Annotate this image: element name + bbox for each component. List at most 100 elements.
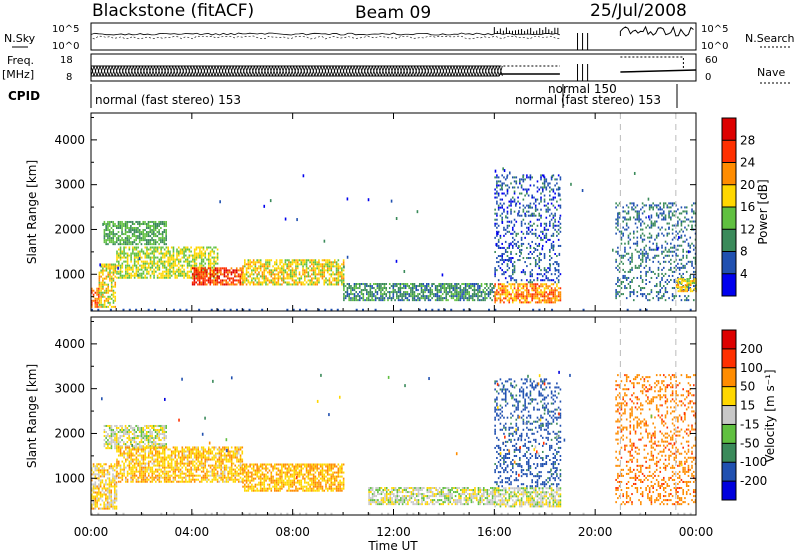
range-cell [198,281,201,284]
range-cell [116,464,118,467]
range-cell [170,254,173,257]
range-cell [176,252,178,255]
range-cell [624,276,626,279]
range-cell [272,281,274,284]
range-cell [110,281,113,284]
range-cell [161,426,164,429]
range-cell [531,281,533,284]
range-cell [383,283,386,286]
range-cell [533,250,535,253]
range-cell [185,246,187,249]
range-cell [314,281,317,284]
range-cell [223,269,226,272]
range-cell [316,265,318,268]
range-cell [216,248,219,251]
range-cell [155,262,157,265]
range-cell [107,220,109,223]
range-cell [121,454,124,457]
range-cell [199,266,201,269]
range-cell [92,473,95,476]
range-cell [302,267,304,270]
range-cell [341,275,343,278]
range-cell [307,273,310,276]
range-cell [213,258,215,261]
range-cell [671,299,674,302]
range-cell [232,283,235,286]
range-cell [103,507,105,510]
range-cell [149,224,152,228]
range-cell [101,465,104,468]
freq-zigzag [414,65,419,77]
range-cell [137,276,139,279]
range-cell [107,441,109,444]
range-cell [686,288,689,291]
range-cell [520,178,523,181]
range-cell [117,239,120,242]
range-cell [503,252,505,256]
range-cell [677,224,679,227]
range-cell [138,224,141,228]
range-cell [103,241,106,244]
range-cell [142,262,145,265]
range-cell [100,271,102,274]
range-cell [204,273,206,276]
range-cell [381,283,384,286]
range-cell [133,445,136,448]
range-cell [110,426,113,429]
range-cell [289,273,292,276]
range-cell [144,260,147,263]
range-cell [138,445,141,448]
range-cell [321,263,324,266]
range-cell [117,243,120,246]
range-cell [406,297,409,300]
range-cell [274,277,276,280]
range-cell [92,491,95,494]
range-cell [312,283,315,286]
range-cell [249,275,251,278]
range-cell [522,285,525,288]
range-cell [369,283,372,286]
range-cell [499,297,502,300]
range-cell [436,293,439,296]
range-cell [364,283,366,286]
range-cell [221,283,224,286]
range-cell [615,250,617,253]
range-cell [526,192,528,195]
range-cell [192,254,194,257]
range-cell [154,227,157,230]
range-cell [256,261,258,264]
range-cell [677,290,680,293]
range-cell [648,248,651,251]
range-cell [121,224,123,228]
range-cell [550,283,553,286]
range-cell [557,232,560,235]
range-cell [360,291,363,294]
range-cell [300,277,303,280]
freq-zigzag [317,65,322,77]
range-cell [298,273,301,276]
range-cell [468,293,470,296]
range-cell [371,285,373,288]
range-cell [128,428,130,432]
range-cell [401,283,403,286]
range-cell [527,281,530,284]
range-cell [117,472,120,475]
range-cell [126,254,129,257]
range-cell [337,273,340,276]
range-cell [106,503,109,506]
range-cell [174,274,177,277]
range-cell [183,268,185,271]
scatter-cell [302,174,305,178]
range-cell [112,277,115,280]
range-cell [687,218,690,221]
range-cell [144,437,146,440]
colorbar-tick-label: 4 [740,267,748,281]
range-cell [197,271,199,274]
range-cell [123,241,125,244]
range-cell [133,433,136,436]
range-cell [195,281,197,284]
range-cell [305,281,308,284]
range-cell [183,276,185,279]
range-cell [225,269,227,272]
